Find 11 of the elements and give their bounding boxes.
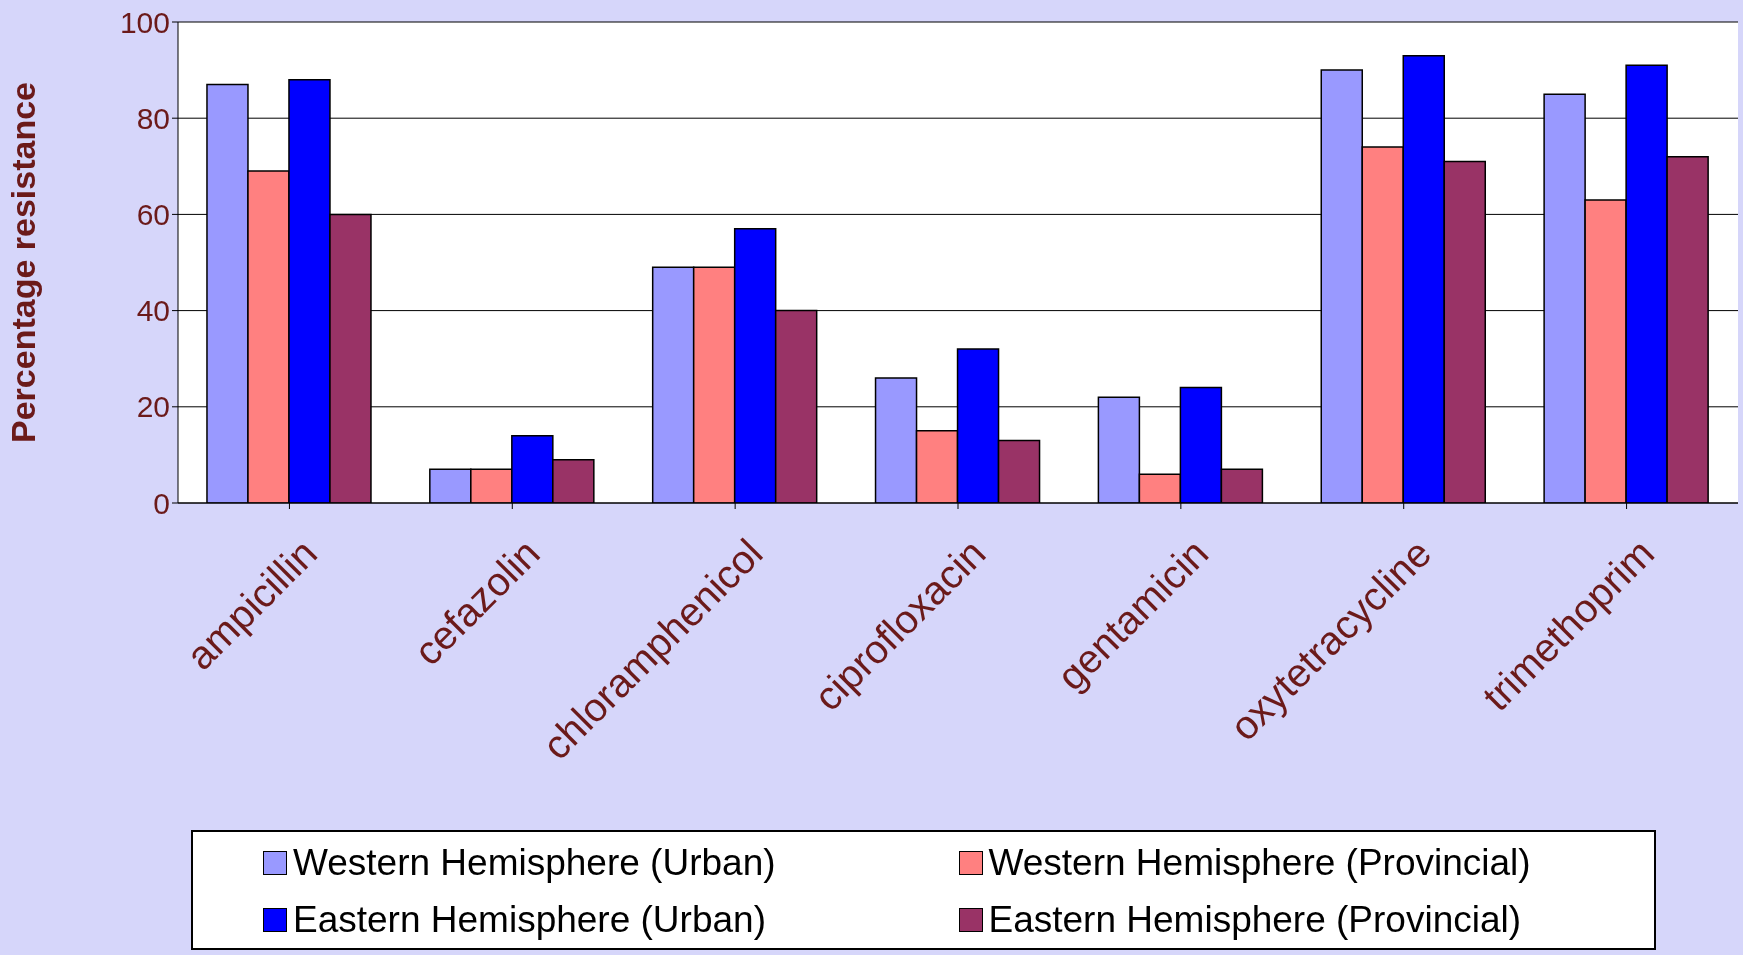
y-tick-label: 0 (153, 486, 170, 520)
legend-label: Eastern Hemisphere (Provincial) (988, 899, 1522, 941)
y-tick-label: 80 (136, 101, 170, 135)
y-tick-label: 100 (119, 5, 170, 39)
y-tick-label: 60 (136, 198, 170, 232)
y-tick-label: 40 (136, 294, 170, 328)
legend-label: Western Hemisphere (Urban) (293, 842, 776, 884)
legend-label: Western Hemisphere (Provincial) (988, 842, 1531, 884)
y-tick-label: 20 (136, 390, 170, 424)
y-axis-title: Percentage resistance (4, 82, 43, 443)
legend-label: Eastern Hemisphere (Urban) (293, 899, 766, 941)
